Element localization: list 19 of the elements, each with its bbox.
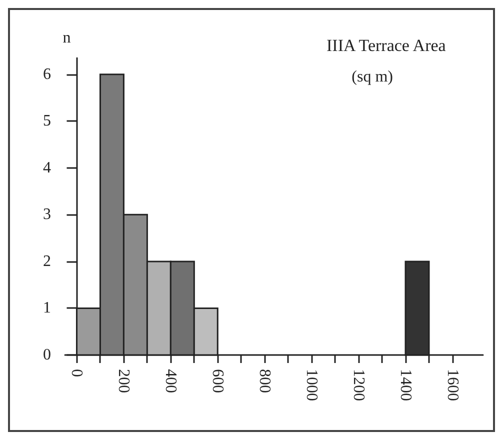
x-tick-label: 1000 xyxy=(303,369,320,401)
text: (sq m) xyxy=(352,68,393,86)
y-tick-label: 6 xyxy=(43,66,51,83)
x-tick-label: 1600 xyxy=(444,369,461,401)
y-tick-label: 1 xyxy=(43,300,51,317)
y-axis-title: n xyxy=(62,30,71,46)
x-tick-label: 1400 xyxy=(397,369,414,401)
x-tick-label: 600 xyxy=(209,369,226,393)
y-tick-label: 2 xyxy=(43,252,51,270)
y-tick-label: 0 xyxy=(43,346,51,364)
y-tick-label: 5 xyxy=(43,112,51,130)
chart-title: IIIA Terrace Area xyxy=(326,36,446,55)
x-tick-label: 1200 xyxy=(350,369,368,401)
x-tick-label: 800 xyxy=(256,369,274,393)
x-tick-label: 400 xyxy=(162,369,180,393)
y-tick-label: 4 xyxy=(43,159,51,176)
x-tick-label: 200 xyxy=(115,369,132,393)
y-tick-label: 3 xyxy=(43,206,51,224)
x-tick-label: 0 xyxy=(68,369,86,377)
